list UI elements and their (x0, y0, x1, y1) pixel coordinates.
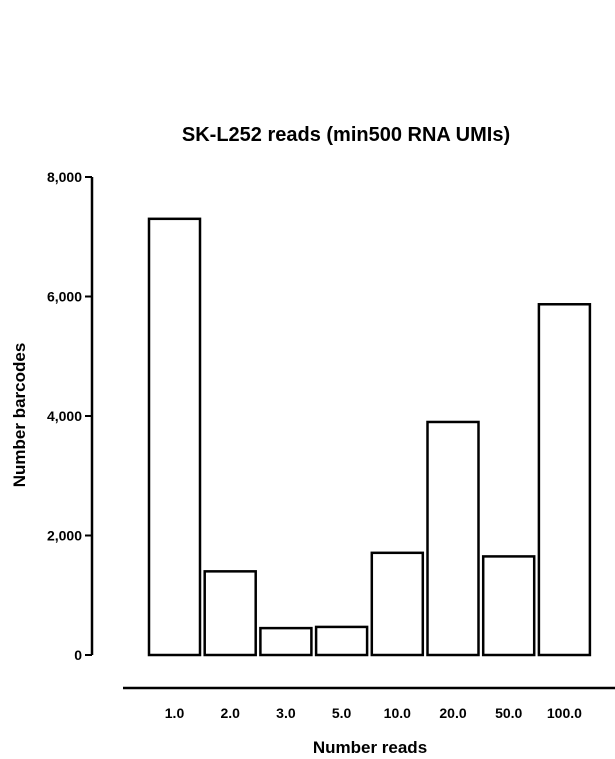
x-axis-label: Number reads (313, 738, 427, 757)
y-tick-label: 2,000 (47, 528, 82, 544)
y-axis: 0 2,000 4,000 6,000 8,000 (47, 169, 94, 663)
y-tick-label: 8,000 (47, 169, 82, 185)
y-axis-label: Number barcodes (10, 343, 29, 488)
bar-10-0 (370, 551, 425, 657)
x-tick-label: 50.0 (495, 705, 522, 721)
bar-5-0 (314, 625, 369, 657)
chart-title: SK-L252 reads (min500 RNA UMIs) (182, 124, 510, 146)
x-tick-label: 20.0 (439, 705, 466, 721)
bar-2-0 (203, 570, 257, 657)
bar-3-0 (259, 626, 313, 657)
bars (147, 217, 592, 657)
x-tick-label: 2.0 (220, 705, 240, 721)
bar-100-0 (537, 303, 592, 657)
bar-20-0 (426, 420, 480, 657)
x-tick-label: 5.0 (332, 705, 352, 721)
bar-1-0 (147, 217, 202, 657)
x-tick-label: 100.0 (547, 705, 582, 721)
x-axis: 1.0 2.0 3.0 5.0 10.0 20.0 50.0 100.0 (123, 686, 615, 721)
x-tick-label: 1.0 (165, 705, 185, 721)
y-tick-label: 4,000 (47, 408, 82, 424)
x-tick-label: 10.0 (384, 705, 411, 721)
y-tick-label: 0 (74, 647, 82, 663)
bar-50-0 (481, 555, 536, 657)
x-tick-label: 3.0 (276, 705, 296, 721)
y-tick-label: 6,000 (47, 289, 82, 305)
